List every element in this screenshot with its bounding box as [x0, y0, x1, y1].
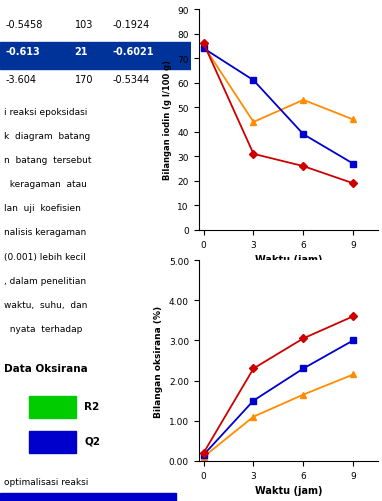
Y-axis label: Bilangan iodin (g I/100 g): Bilangan iodin (g I/100 g)	[163, 60, 172, 180]
Text: i reaksi epoksidasi: i reaksi epoksidasi	[4, 108, 87, 117]
Text: keragaman  atau: keragaman atau	[4, 180, 87, 189]
Text: 170: 170	[74, 75, 93, 85]
Text: waktu,  suhu,  dan: waktu, suhu, dan	[4, 300, 87, 309]
Text: n  batang  tersebut: n batang tersebut	[4, 156, 91, 165]
FancyBboxPatch shape	[29, 431, 76, 453]
Text: (a): (a)	[281, 297, 296, 307]
Text: R2: R2	[84, 401, 99, 411]
X-axis label: Waktu (jam): Waktu (jam)	[255, 485, 322, 495]
Text: 21: 21	[74, 47, 88, 57]
FancyBboxPatch shape	[0, 493, 176, 501]
Text: Data Oksirana: Data Oksirana	[4, 363, 87, 373]
Text: nalisis keragaman: nalisis keragaman	[4, 228, 86, 237]
Text: -0.5458: -0.5458	[6, 20, 43, 30]
FancyBboxPatch shape	[29, 396, 76, 418]
Text: -0.1924: -0.1924	[113, 20, 150, 30]
Text: lan  uji  koefisien: lan uji koefisien	[4, 204, 81, 213]
Text: k  diagram  batang: k diagram batang	[4, 132, 90, 141]
Text: -0.5344: -0.5344	[113, 75, 150, 85]
X-axis label: Waktu (jam): Waktu (jam)	[255, 255, 322, 265]
Text: nyata  terhadap: nyata terhadap	[4, 324, 82, 333]
Text: Q2: Q2	[84, 436, 100, 446]
Text: (0.001) lebih kecil: (0.001) lebih kecil	[4, 252, 86, 261]
Text: 103: 103	[74, 20, 93, 30]
Text: -0.613: -0.613	[6, 47, 40, 57]
Text: -3.604: -3.604	[6, 75, 37, 85]
Text: -0.6021: -0.6021	[113, 47, 154, 57]
Text: optimalisasi reaksi: optimalisasi reaksi	[4, 477, 88, 486]
Text: , dalam penelitian: , dalam penelitian	[4, 276, 86, 285]
FancyBboxPatch shape	[0, 43, 191, 70]
Y-axis label: Bilangan oksirana (%): Bilangan oksirana (%)	[154, 305, 163, 417]
